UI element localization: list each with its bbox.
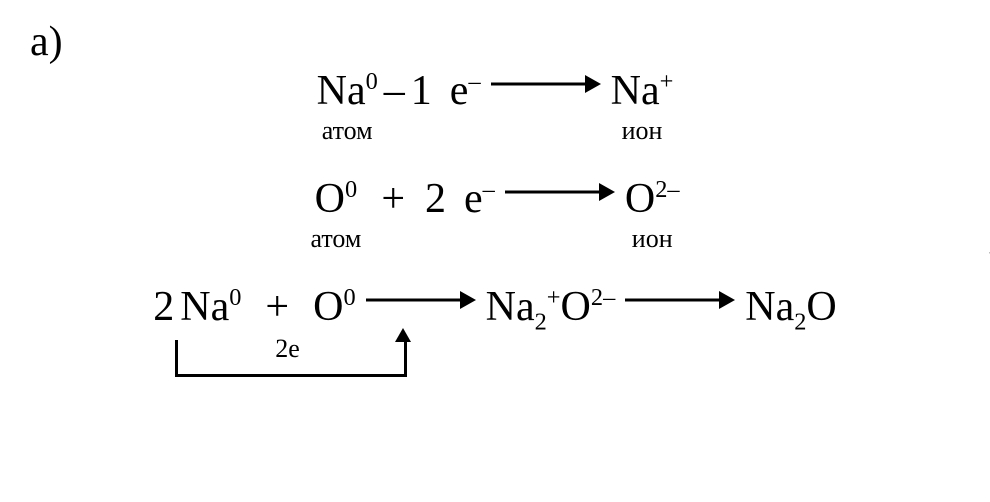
eq2-e: e– [464,178,495,220]
page: а) © 5terka.com Na0 атом – 1 e– Na+ ион … [0,0,990,502]
arrow-icon [505,178,615,206]
eq1-lhs: Na0 [317,70,378,112]
eq2-ecoef: 2 [425,178,446,220]
equations: Na0 атом – 1 e– Na+ ион O0 атом + 2 e– [0,70,990,372]
eq1-lhs-label: атом [322,118,373,144]
equation-2: O0 атом + 2 e– O2– ион [310,178,679,252]
arrow-icon [491,70,601,98]
arrow-icon [366,286,476,314]
eq3-prod2: Na2O [745,286,837,328]
eq3-coef1: 2 [153,286,174,328]
electron-transfer-label: 2e [275,336,300,362]
section-label: а) [30,18,63,66]
eq2-rhs: O2– [625,178,680,220]
eq2-rhs-label: ион [632,226,673,252]
eq1-op: – [384,70,405,112]
eq1-ecoef: 1 [411,70,432,112]
eq2-op: + [381,178,405,220]
eq3-prod1: Na2+O2– [486,286,616,328]
eq1-rhs-label: ион [622,118,663,144]
equation-1: Na0 атом – 1 e– Na+ ион [317,70,674,144]
arrow-icon [625,286,735,314]
eq3-sp1: Na0 [180,286,241,328]
eq1-e: e– [450,70,481,112]
eq1-rhs: Na+ [611,70,674,112]
eq3-sp2: O0 [313,286,356,328]
equation-3: 2 Na0 + O0 Na2+O2– Na2O 2e [153,286,837,372]
eq2-lhs: O0 [315,178,358,220]
eq3-plus: + [265,286,289,328]
eq2-lhs-label: атом [310,226,361,252]
